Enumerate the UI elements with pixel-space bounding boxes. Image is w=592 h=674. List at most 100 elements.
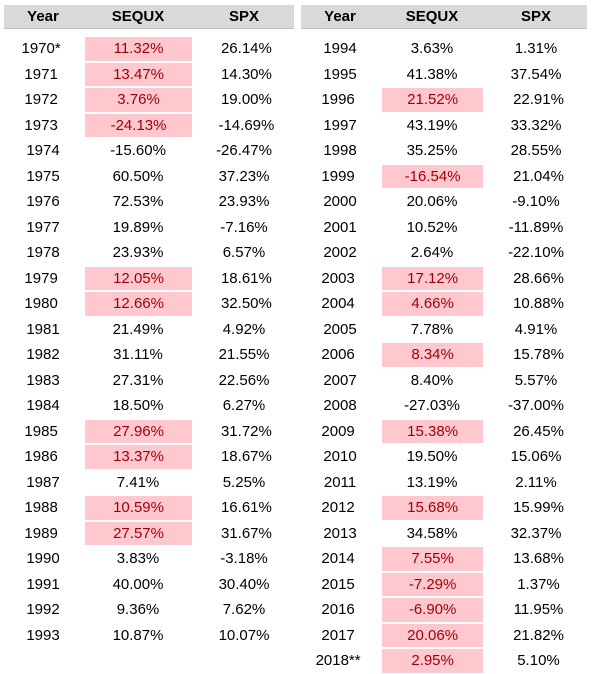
cell-year: 1993 [26,626,60,644]
table-row: 2000 20.06% -9.10% [301,189,587,215]
header-sequx: SEQUX [405,8,459,25]
cell-sequx: 9.36% [116,601,160,619]
cell-spx: 19.00% [220,91,272,109]
cell-spx: -11.89% [508,218,564,236]
cell-spx: 28.55% [510,142,562,160]
table-row: 1988 10.59% 16.61% [4,495,294,521]
cell-year: 2000 [323,193,357,211]
cell-year: 2006 [321,346,355,364]
cell-spx: 15.06% [510,448,562,466]
header-spx: SPX [520,8,551,25]
cell-sequx: 35.25% [406,142,458,160]
cell-sequx: 7.41% [116,473,160,491]
cell-year: 1978 [26,244,60,262]
cell-spx: 15.78% [513,346,564,364]
table-row: 1978 23.93% 6.57% [4,240,294,266]
cell-year: 1972 [24,91,58,109]
cell-year: 2016 [321,601,355,619]
cell-spx: 5.25% [222,473,266,491]
cell-sequx: 31.11% [113,346,163,364]
cell-sequx: 10.59% [85,496,192,520]
cell-year: 2005 [323,320,357,338]
table-row: 2005 7.78% 4.91% [301,317,587,343]
cell-spx: -9.10% [512,193,560,211]
cell-year: 1974 [26,142,60,160]
cell-sequx: 23.93% [112,244,164,262]
header-spx: SPX [228,8,259,25]
cell-year: 1977 [26,218,60,236]
table-row: 1970* 11.32% 26.14% [4,36,294,62]
cell-sequx: 12.05% [85,266,192,290]
cell-spx: 6.57% [222,244,266,262]
cell-year: 1985 [24,422,58,440]
cell-spx: 5.57% [514,371,558,389]
table-row: 2007 8.40% 5.57% [301,368,587,394]
cell-spx: 10.07% [218,626,270,644]
cell-year: 2010 [323,448,357,466]
cell-spx: 26.45% [513,422,564,440]
table-row: 2010 19.50% 15.06% [301,444,587,470]
table-row: 1991 40.00% 30.40% [4,572,294,598]
cell-year: 1976 [26,193,60,211]
cell-spx: 37.23% [218,167,270,185]
cell-year: 1998 [323,142,357,160]
cell-year: 1999 [321,167,355,185]
table-row: 2008 -27.03% -37.00% [301,393,587,419]
cell-spx: 32.50% [220,295,272,313]
cell-sequx: 43.19% [406,116,458,134]
cell-sequx: -7.29% [382,572,483,596]
cell-sequx: 19.89% [112,218,164,236]
cell-sequx: 20.06% [382,623,483,647]
cell-spx: 15.99% [513,499,564,517]
cell-sequx: 72.53% [112,193,164,211]
cell-sequx: 3.83% [116,550,160,568]
cell-year: 1988 [24,499,58,517]
table-row: 1985 27.96% 31.72% [4,419,294,445]
table-row: 2016 -6.90% 11.95% [301,597,587,623]
cell-spx: 6.27% [222,397,266,415]
cell-spx: 7.62% [222,601,266,619]
cell-spx: 23.93% [218,193,270,211]
table-row: 2002 2.64% -22.10% [301,240,587,266]
cell-year: 1970* [21,40,61,58]
table-row: 2014 7.55% 13.68% [301,546,587,572]
table-row: 2004 4.66% 10.88% [301,291,587,317]
cell-sequx: -16.54% [382,164,483,188]
cell-sequx: 40.00% [112,575,164,593]
cell-spx: 18.67% [220,448,272,466]
cell-sequx: 17.12% [382,266,483,290]
cell-sequx: 27.57% [85,521,192,545]
cell-sequx: 8.34% [382,343,483,367]
table-row: 2017 20.06% 21.82% [301,623,587,649]
cell-sequx: 19.50% [406,448,458,466]
cell-sequx: 21.52% [382,88,483,112]
cell-spx: 21.55% [218,346,270,364]
cell-sequx: -6.90% [382,598,483,622]
table-row: 1977 19.89% -7.16% [4,215,294,241]
cell-sequx: 3.76% [85,88,192,112]
cell-year: 1975 [26,167,60,185]
cell-year: 2017 [321,626,355,644]
cell-spx: 37.54% [510,65,562,83]
cell-year: 1992 [26,601,60,619]
table-row: 1986 13.37% 18.67% [4,444,294,470]
cell-year: 1995 [323,65,357,83]
cell-year: 1986 [24,448,58,466]
table-row: 1973 -24.13% -14.69% [4,113,294,139]
table-row: 1992 9.36% 7.62% [4,597,294,623]
cell-spx: 31.72% [220,422,272,440]
cell-spx: 31.67% [220,524,272,542]
cell-sequx: 11.32% [85,37,192,61]
cell-year: 2015 [321,575,355,593]
cell-spx: 10.88% [513,295,564,313]
cell-year: 2009 [321,422,355,440]
cell-sequx: 15.68% [382,496,483,520]
table-row: 1995 41.38% 37.54% [301,62,587,88]
cell-sequx: 34.58% [406,524,458,542]
cell-sequx: -24.13% [85,113,192,137]
table-row: 2009 15.38% 26.45% [301,419,587,445]
cell-sequx: 4.66% [382,292,483,316]
cell-spx: -26.47% [216,142,272,160]
header-year: Year [324,8,356,25]
cell-year: 2004 [321,295,355,313]
